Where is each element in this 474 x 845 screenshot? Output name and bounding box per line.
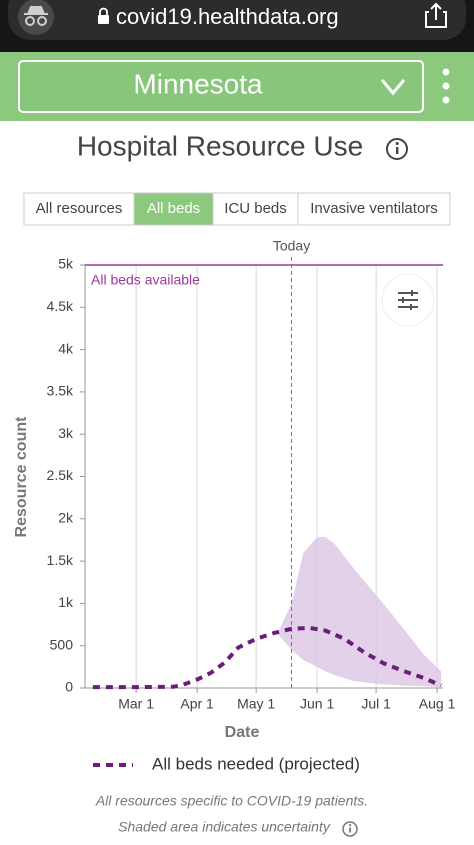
dropdown-chevron[interactable] [380, 79, 406, 96]
projection-line [92, 625, 442, 690]
tab-label[interactable]: Invasive ventilators [310, 200, 438, 217]
x-tick-label: Jul 1 [361, 696, 391, 712]
x-tick-label: Jun 1 [300, 696, 334, 712]
y-tick-label: 3.5k [47, 383, 74, 399]
y-tick-label: 1k [58, 594, 74, 610]
y-tick-label: 4k [58, 340, 74, 356]
state-dropdown[interactable] [18, 60, 424, 113]
tab[interactable] [133, 192, 214, 226]
url[interactable]: covid19.healthdata.org [116, 4, 339, 29]
tab-label[interactable]: ICU beds [224, 200, 287, 217]
y-tick-label: 500 [50, 636, 74, 652]
y-tick-label: 2k [58, 510, 74, 526]
y-tick-label: 4.5k [47, 298, 74, 314]
legend-label: All beds needed (projected) [152, 754, 360, 773]
state-name[interactable]: Minnesota [133, 68, 263, 99]
footnote: Shaded area indicates uncertainty [118, 819, 331, 835]
chart-settings-button[interactable] [381, 273, 435, 327]
x-tick-label: May 1 [237, 696, 275, 712]
y-axis-label: Resource count [13, 416, 30, 538]
y-tick-label: 3k [58, 425, 74, 441]
info-icon[interactable] [386, 138, 408, 160]
y-tick-label: 5k [58, 256, 74, 272]
menu-icon[interactable] [442, 68, 450, 104]
tab[interactable] [297, 192, 451, 226]
capacity-label: All beds available [91, 272, 200, 288]
page-title: Hospital Resource Use [77, 130, 363, 161]
y-tick-label: 1.5k [47, 552, 74, 568]
incognito-icon[interactable] [18, 0, 54, 35]
share-icon[interactable] [425, 2, 447, 28]
resource-tabs: All resources All beds ICU beds Invasive ve… [23, 192, 451, 226]
y-tick-label: 0 [65, 679, 73, 695]
x-tick-label: Aug 1 [419, 696, 456, 712]
x-tick-label: Apr 1 [180, 696, 214, 712]
chart: Mar 1 Apr 1 May 1 Jun 1 Jul 1 Aug 1 0 500 1k 1.5k… [13, 238, 455, 742]
today-label: Today [273, 238, 310, 254]
y-tick-label: 2.5k [47, 467, 74, 483]
tab[interactable] [23, 192, 135, 226]
url-pill[interactable] [8, 0, 466, 40]
lock-icon [98, 7, 109, 24]
x-tick-label: Mar 1 [118, 696, 154, 712]
x-axis-label: Date [225, 724, 260, 741]
tab-label[interactable]: All beds [147, 200, 200, 217]
info-icon[interactable] [342, 821, 358, 837]
tab-label[interactable]: All resources [36, 200, 123, 217]
uncertainty-band [277, 536, 442, 688]
footnote: All resources specific to COVID-19 patie… [95, 793, 368, 809]
